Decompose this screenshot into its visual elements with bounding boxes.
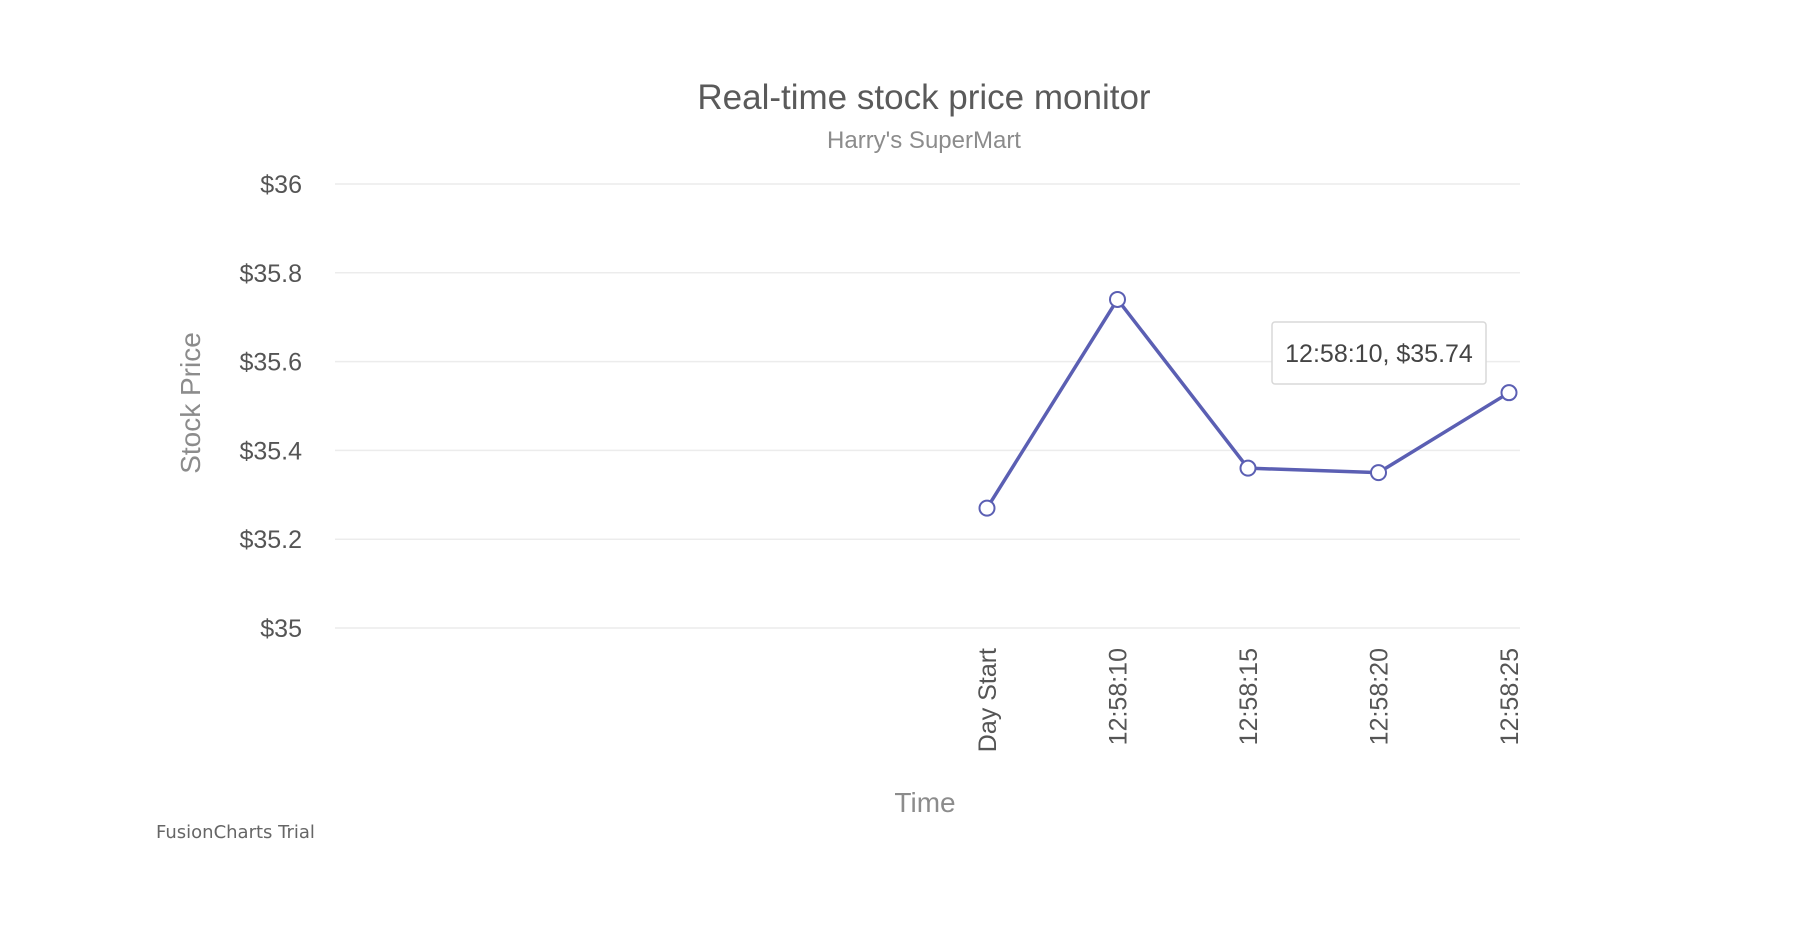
y-tick-label: $36 bbox=[260, 171, 302, 199]
x-axis-ticks: Day Start 12:58:10 12:58:15 12:58:20 12:58:2… bbox=[974, 648, 1524, 752]
x-tick-label: 12:58:20 bbox=[1366, 648, 1394, 745]
x-tick-label: 12:58:15 bbox=[1235, 648, 1263, 745]
x-tick-label: 12:58:25 bbox=[1496, 648, 1524, 745]
data-point[interactable] bbox=[978, 499, 996, 517]
tooltip-text: 12:58:10, $35.74 bbox=[1285, 340, 1473, 368]
chart-subtitle: Harry's SuperMart bbox=[827, 127, 1021, 154]
gridlines bbox=[335, 183, 1520, 629]
chart-title: Real-time stock price monitor bbox=[697, 78, 1151, 117]
y-tick-label: $35.6 bbox=[239, 349, 302, 377]
points-layer bbox=[978, 290, 1518, 517]
data-point[interactable] bbox=[1500, 384, 1518, 402]
tooltip-box bbox=[1271, 321, 1487, 385]
x-axis-title: Time bbox=[894, 787, 955, 818]
y-tick-label: $35.4 bbox=[239, 437, 302, 465]
data-point[interactable] bbox=[1370, 464, 1387, 482]
y-axis-title: Stock Price bbox=[175, 332, 206, 474]
watermark-text: FusionCharts Trial bbox=[156, 822, 315, 843]
y-tick-label: $35.2 bbox=[239, 526, 302, 554]
x-tick-label: Day Start bbox=[974, 648, 1002, 752]
y-axis-ticks: $36 $35.8 $35.6 $35.4 $35.2 $35 bbox=[239, 171, 302, 643]
data-point[interactable] bbox=[1109, 290, 1126, 308]
y-tick-label: $35 bbox=[260, 615, 302, 643]
x-tick-label: 12:58:10 bbox=[1105, 648, 1133, 745]
data-tooltip: 12:58:10, $35.74 bbox=[1271, 321, 1487, 385]
y-tick-label: $35.8 bbox=[239, 260, 302, 288]
data-point[interactable] bbox=[1239, 459, 1257, 477]
